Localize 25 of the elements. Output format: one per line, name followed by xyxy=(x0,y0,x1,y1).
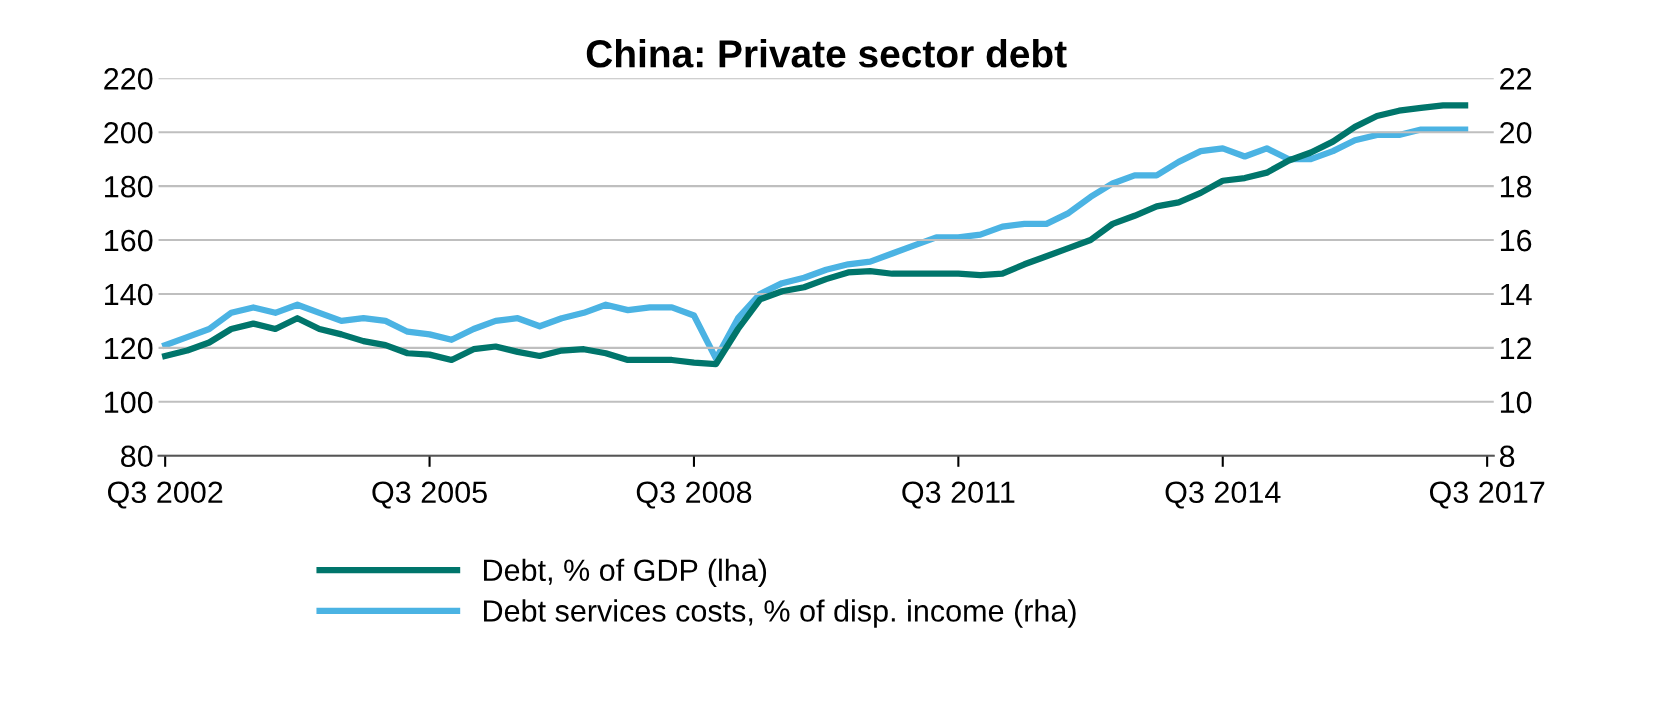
chart-title: China: Private sector debt xyxy=(586,39,1067,68)
x-tick-label: Q3 2014 xyxy=(1165,481,1281,509)
y2-tick-label: 20 xyxy=(1500,121,1532,144)
y-tick-label: 160 xyxy=(105,229,153,252)
y2-tick-label: 12 xyxy=(1500,337,1532,359)
x-tick-label: Q3 2017 xyxy=(1429,481,1545,509)
y-tick-label: 100 xyxy=(105,391,153,414)
y2-tick-label: 14 xyxy=(1500,284,1532,306)
y2-tick-label: 18 xyxy=(1500,175,1532,198)
legend-label: Debt, % of GDP (lha) xyxy=(484,558,767,588)
x-tick-label: Q3 2011 xyxy=(902,481,1015,509)
y2-tick-label: 10 xyxy=(1500,391,1532,414)
y2-tick-label: 8 xyxy=(1499,445,1515,468)
y2-tick-label: 16 xyxy=(1500,229,1532,252)
y-tick-label: 200 xyxy=(104,121,153,144)
y-tick-label: 180 xyxy=(105,175,153,198)
legend-label: Debt services costs, % of disp. income (rha) xyxy=(484,599,1076,628)
y-tick-label: 80 xyxy=(121,445,153,468)
x-tick-label: Q3 2005 xyxy=(372,481,487,509)
y-tick-label: 120 xyxy=(105,337,153,360)
y-tick-label: 220 xyxy=(104,68,153,90)
x-tick-label: Q3 2008 xyxy=(636,481,752,509)
y-tick-label: 140 xyxy=(105,283,153,306)
y2-tick-label: 22 xyxy=(1500,68,1532,90)
x-tick-label: Q3 2002 xyxy=(108,481,223,509)
